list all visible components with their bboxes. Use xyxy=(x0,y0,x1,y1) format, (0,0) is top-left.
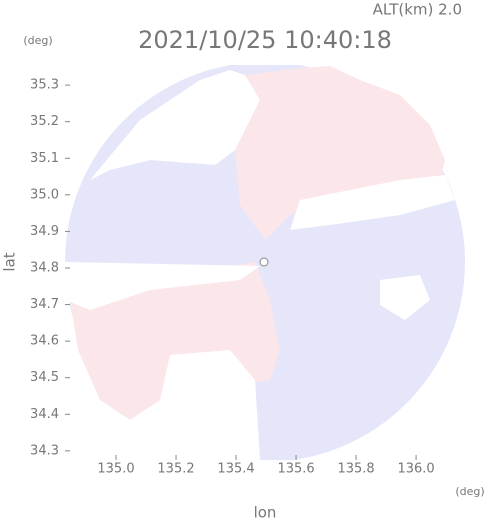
x-tick-label: 135.0 xyxy=(97,462,134,477)
y-tick-label: 34.6 xyxy=(30,334,59,349)
y-tick-label: 35.3 xyxy=(30,78,59,93)
y-tick-label: 34.5 xyxy=(30,370,59,385)
x-tick-label: 135.6 xyxy=(277,462,314,477)
radar-image xyxy=(65,65,465,460)
no-echo xyxy=(290,175,455,230)
positive-region xyxy=(235,66,445,240)
y-tick-label: 35.2 xyxy=(30,114,59,129)
y-tick-label: 35.0 xyxy=(30,187,59,202)
y-tick-label: 34.8 xyxy=(30,260,59,275)
x-axis-label: lon xyxy=(254,504,277,521)
x-tick-label: 136.0 xyxy=(397,462,434,477)
y-tick-label: 34.9 xyxy=(30,224,59,239)
no-echo xyxy=(380,275,430,320)
x-tick-label: 135.4 xyxy=(217,462,254,477)
no-echo xyxy=(90,70,260,180)
y-tick-label: 34.3 xyxy=(30,443,59,458)
altitude-label: ALT(km) 2.0 xyxy=(373,1,462,19)
no-echo xyxy=(130,350,260,460)
chart-title: 2021/10/25 10:40:18 xyxy=(138,26,392,54)
x-tick-label: 135.8 xyxy=(337,462,374,477)
x-tick-label: 135.2 xyxy=(157,462,194,477)
y-unit: (deg) xyxy=(23,34,52,47)
y-tick-label: 34.4 xyxy=(30,407,59,422)
no-echo xyxy=(65,262,260,310)
y-tick-label: 35.1 xyxy=(30,151,59,166)
x-unit: (deg) xyxy=(455,485,484,498)
y-tick-label: 34.7 xyxy=(30,297,59,312)
y-axis-label: lat xyxy=(1,252,19,271)
radar-site xyxy=(259,257,269,267)
